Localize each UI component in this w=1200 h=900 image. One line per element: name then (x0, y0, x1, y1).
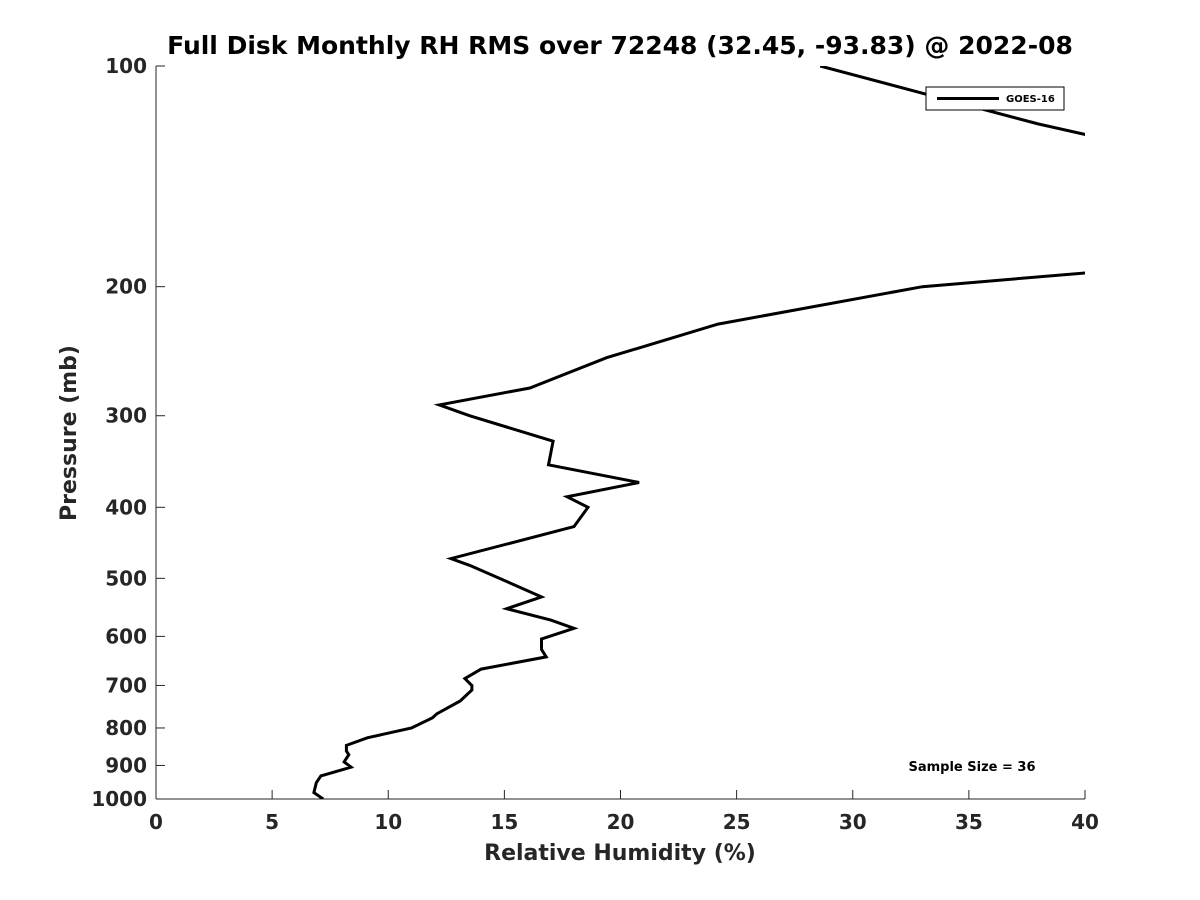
y-tick-label: 700 (105, 673, 147, 697)
legend-entry-goes-16: GOES-16 (1006, 94, 1055, 105)
y-tick-label: 800 (105, 716, 147, 740)
x-tick-label: 10 (374, 810, 402, 834)
y-tick-label: 600 (105, 624, 147, 648)
x-tick-label: 35 (955, 810, 983, 834)
y-tick-label: 300 (105, 404, 147, 428)
y-axis-label: Pressure (mb) (57, 345, 82, 521)
x-tick-label: 0 (149, 810, 163, 834)
chart-title: Full Disk Monthly RH RMS over 72248 (32.… (167, 31, 1073, 60)
series-layer (312, 66, 1085, 799)
x-tick-label: 5 (265, 810, 279, 834)
x-tick-label: 20 (607, 810, 635, 834)
y-tick-label: 1000 (91, 787, 147, 811)
x-axis-label: Relative Humidity (%) (484, 841, 756, 866)
x-tick-label: 30 (839, 810, 867, 834)
y-tick-label: 400 (105, 495, 147, 519)
y-tick-label: 500 (105, 566, 147, 590)
y-tick-label: 100 (105, 54, 147, 78)
legend: GOES-16 (925, 86, 1065, 111)
plot-axes: 0 5 10 15 20 25 30 35 40 100 200 300 400 500 600 700 800… (91, 54, 1099, 834)
sample-size-annotation: Sample Size = 36 (908, 760, 1035, 775)
y-tick-label: 200 (105, 275, 147, 299)
y-tick-label: 900 (105, 753, 147, 777)
x-tick-label: 15 (490, 810, 518, 834)
x-tick-label: 40 (1071, 810, 1099, 834)
x-tick-label: 25 (723, 810, 751, 834)
series-line-goes-16 (312, 66, 1085, 799)
